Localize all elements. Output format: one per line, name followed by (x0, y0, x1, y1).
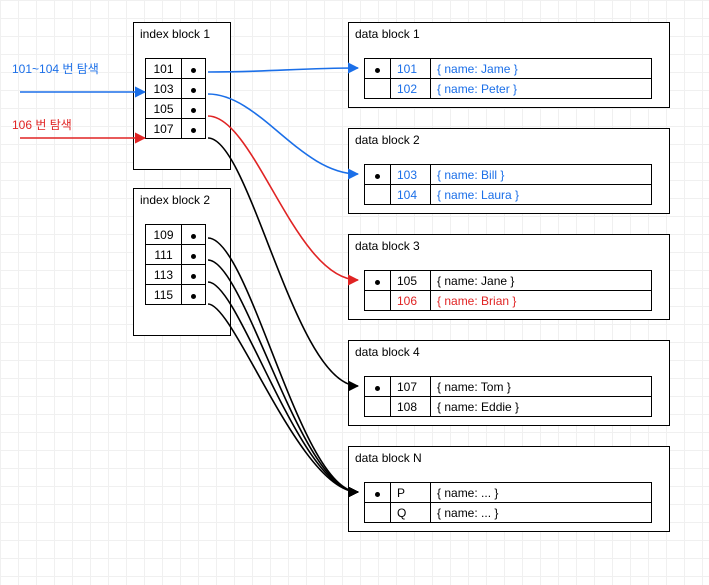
data-block-table: 107{ name: Tom }108{ name: Eddie } (364, 376, 652, 417)
data-row-ptr (365, 59, 391, 79)
index-ptr (182, 245, 206, 265)
data-row-key: Q (391, 503, 431, 523)
data-row-ptr (365, 483, 391, 503)
data-block-table: P{ name: ... }Q{ name: ... } (364, 482, 652, 523)
data-block-title: data block 2 (349, 129, 669, 155)
data-row-val: { name: Peter } (431, 79, 652, 99)
data-row-ptr (365, 397, 391, 417)
data-row-ptr (365, 165, 391, 185)
index-key: 105 (146, 99, 182, 119)
index-ptr (182, 79, 206, 99)
data-row-val: { name: ... } (431, 483, 652, 503)
data-row-val: { name: Tom } (431, 377, 652, 397)
data-row-val: { name: Jane } (431, 271, 652, 291)
annotation-blue: 101~104 번 탐색 (12, 60, 99, 77)
annotation-red: 106 번 탐색 (12, 116, 72, 133)
data-row-key: 102 (391, 79, 431, 99)
data-block-title: data block N (349, 447, 669, 473)
data-row-val: { name: Jame } (431, 59, 652, 79)
index-key: 107 (146, 119, 182, 139)
data-row-ptr (365, 377, 391, 397)
data-row-val: { name: Laura } (431, 185, 652, 205)
data-row-ptr (365, 503, 391, 523)
data-row-ptr (365, 79, 391, 99)
data-row-key: 101 (391, 59, 431, 79)
index-key: 115 (146, 285, 182, 305)
index-ptr (182, 265, 206, 285)
data-row-val: { name: Eddie } (431, 397, 652, 417)
data-block-title: data block 3 (349, 235, 669, 261)
data-row-val: { name: ... } (431, 503, 652, 523)
data-row-val: { name: Bill } (431, 165, 652, 185)
index-key: 113 (146, 265, 182, 285)
data-row-key: 106 (391, 291, 431, 311)
index-ptr (182, 285, 206, 305)
data-block-title: data block 4 (349, 341, 669, 367)
index-ptr (182, 59, 206, 79)
data-row-key: 103 (391, 165, 431, 185)
data-row-key: P (391, 483, 431, 503)
data-block-table: 105{ name: Jane }106{ name: Brian } (364, 270, 652, 311)
index-ptr (182, 225, 206, 245)
index-ptr (182, 119, 206, 139)
data-row-ptr (365, 185, 391, 205)
data-block-table: 103{ name: Bill }104{ name: Laura } (364, 164, 652, 205)
data-row-key: 108 (391, 397, 431, 417)
data-row-key: 105 (391, 271, 431, 291)
data-row-val: { name: Brian } (431, 291, 652, 311)
index-key: 111 (146, 245, 182, 265)
index-ptr (182, 99, 206, 119)
index-key: 103 (146, 79, 182, 99)
data-row-key: 104 (391, 185, 431, 205)
data-block-table: 101{ name: Jame }102{ name: Peter } (364, 58, 652, 99)
index-block-1-table: 101 103 105 107 (145, 58, 206, 139)
data-row-ptr (365, 271, 391, 291)
index-block-2-title: index block 2 (134, 189, 230, 215)
index-key: 109 (146, 225, 182, 245)
data-row-key: 107 (391, 377, 431, 397)
index-block-2-table: 109 111 113 115 (145, 224, 206, 305)
data-block-title: data block 1 (349, 23, 669, 49)
index-key: 101 (146, 59, 182, 79)
index-block-1-title: index block 1 (134, 23, 230, 49)
data-row-ptr (365, 291, 391, 311)
